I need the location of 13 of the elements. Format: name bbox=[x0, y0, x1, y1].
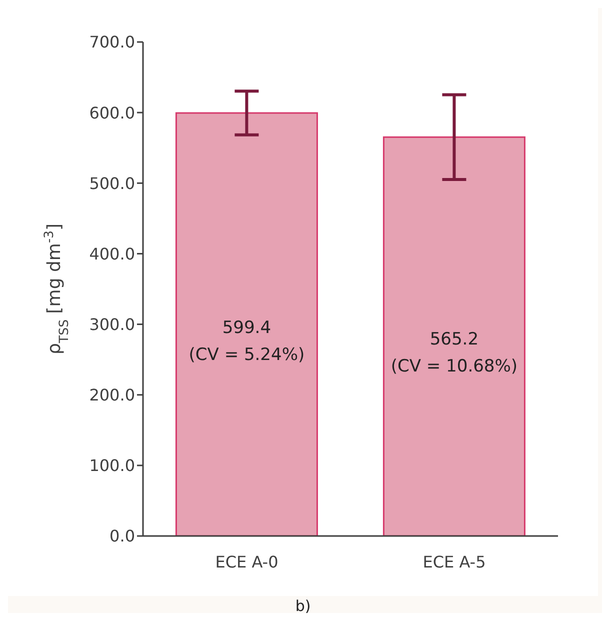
y-tick-label: 300.0 bbox=[89, 314, 135, 334]
y-tick-label: 200.0 bbox=[89, 386, 135, 405]
x-tick-label: ECE A-0 bbox=[215, 552, 278, 572]
y-tick-label: 700.0 bbox=[89, 32, 135, 52]
y-tick-label: 400.0 bbox=[89, 244, 135, 264]
y-tick-label: 600.0 bbox=[89, 103, 135, 122]
y-tick-label: 0.0 bbox=[110, 526, 135, 546]
data-label: 599.4 (CV = 5.24%) bbox=[188, 318, 305, 365]
y-tick-label: 100.0 bbox=[89, 456, 135, 476]
x-tick-label: ECE A-5 bbox=[422, 552, 486, 572]
y-tick-label: 500.0 bbox=[89, 174, 135, 193]
text: b) bbox=[294, 597, 312, 615]
data-label: 565.2 (CV = 10.68%) bbox=[390, 330, 518, 377]
